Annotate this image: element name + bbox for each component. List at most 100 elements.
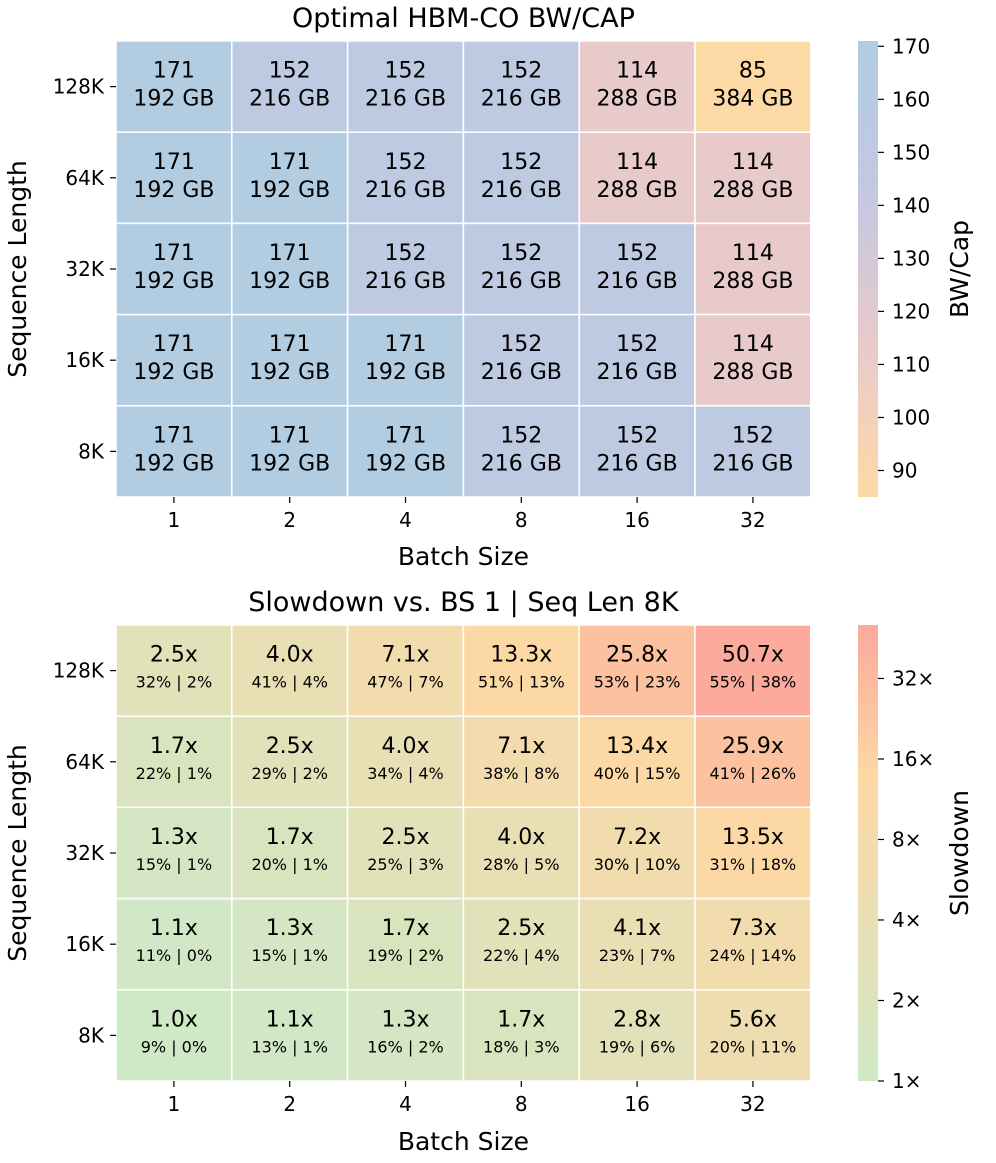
cell-value-label: 1.1x [266,1007,314,1032]
cell-value-label: 171 [153,59,195,84]
chart-title: Optimal HBM-CO BW/CAP [292,3,635,34]
heatmap-cell [462,989,580,1082]
heatmap-cell [578,313,696,407]
cell-secondary-label: 192 GB [365,451,446,476]
cell-value-label: 152 [500,59,542,84]
x-tick-label: 4 [399,508,412,532]
cell-value-label: 2.8x [613,1007,661,1032]
cell-secondary-label: 216 GB [365,87,446,112]
y-axis-label: Sequence Length [3,160,32,378]
cell-value-label: 152 [269,59,311,84]
cell-secondary-label: 20% | 1% [251,855,328,874]
heatmap-cell [694,405,812,498]
cell-value-label: 4.1x [613,916,661,941]
cell-value-label: 152 [616,241,658,266]
cell-value-label: 5.6x [729,1007,777,1032]
cell-value-label: 152 [385,241,427,266]
heatmap-cell [231,806,349,900]
cell-secondary-label: 216 GB [481,269,562,294]
cell-value-label: 152 [500,150,542,175]
cell-value-label: 2.5x [266,734,314,759]
cell-value-label: 50.7x [722,643,784,668]
heatmap-cell [694,806,812,900]
heatmap-cell [346,313,465,407]
cell-secondary-label: 288 GB [712,269,793,294]
cell-secondary-label: 15% | 1% [251,946,328,965]
cell-value-label: 1.0x [150,1007,198,1032]
heatmap-cell [231,40,349,133]
heatmap-cell [578,715,696,809]
cell-value-label: 171 [153,423,195,448]
cell-value-label: 25.9x [722,734,784,759]
cell-value-label: 114 [732,241,774,266]
heatmap-cell [694,897,812,991]
heatmap-cell [346,806,465,900]
cell-value-label: 152 [385,59,427,84]
colorbar-tick-label: 1× [892,1069,921,1093]
cell-secondary-label: 41% | 26% [710,764,797,783]
cell-value-label: 4.0x [266,643,314,668]
cell-value-label: 1.1x [150,916,198,941]
x-axis-label: Batch Size [398,1127,529,1156]
cell-secondary-label: 34% | 4% [367,764,444,783]
heatmap-cell [231,131,349,225]
cell-secondary-label: 192 GB [133,360,214,385]
cell-value-label: 13.3x [490,643,552,668]
heatmap-cell [462,806,580,900]
cell-secondary-label: 47% | 7% [367,673,444,692]
cell-secondary-label: 15% | 1% [136,855,213,874]
y-tick-label: 16K [65,348,104,372]
cell-secondary-label: 55% | 38% [710,673,797,692]
y-tick-label: 64K [65,750,104,774]
colorbar-tick-label: 4× [892,908,921,932]
heatmap-cell [346,897,465,991]
y-tick-label: 8K [78,439,105,463]
x-tick-label: 2 [283,1092,296,1116]
heatmap-cell [462,313,580,407]
cell-value-label: 1.7x [150,734,198,759]
cell-secondary-label: 30% | 10% [594,855,681,874]
y-tick-label: 32K [65,841,104,865]
x-tick-label: 32 [740,508,765,532]
heatmap-cell [231,715,349,809]
colorbar-tick-label: 110 [892,352,930,376]
cell-value-label: 171 [269,423,311,448]
cell-secondary-label: 384 GB [712,87,793,112]
cell-secondary-label: 192 GB [133,269,214,294]
cell-value-label: 7.1x [381,643,429,668]
colorbar-tick-label: 100 [892,405,930,429]
cell-secondary-label: 28% | 5% [483,855,560,874]
heatmap-cell [231,989,349,1082]
cell-secondary-label: 9% | 0% [141,1037,207,1056]
cell-secondary-label: 288 GB [597,178,678,203]
cell-value-label: 7.2x [613,825,661,850]
heatmap-cell [346,405,465,498]
heatmap-cell [578,405,696,498]
cell-value-label: 1.7x [497,1007,545,1032]
heatmap-cell [462,405,580,498]
colorbar [858,625,878,1081]
cell-value-label: 4.0x [381,734,429,759]
heatmap-cell [462,897,580,991]
cell-value-label: 25.8x [606,643,668,668]
heatmap-cell [346,989,465,1082]
cell-value-label: 2.5x [497,916,545,941]
cell-secondary-label: 22% | 4% [483,946,560,965]
heatmap-cell [462,715,580,809]
cell-secondary-label: 11% | 0% [136,946,213,965]
cell-value-label: 13.5x [722,825,784,850]
cell-secondary-label: 216 GB [249,87,330,112]
cell-value-label: 171 [153,332,195,357]
cell-secondary-label: 288 GB [597,87,678,112]
cell-secondary-label: 41% | 4% [251,673,328,692]
heatmap-cell [346,40,465,133]
cell-secondary-label: 20% | 11% [710,1037,797,1056]
cell-secondary-label: 29% | 2% [251,764,328,783]
cell-value-label: 13.4x [606,734,668,759]
cell-value-label: 114 [732,332,774,357]
heatmap-cell [231,897,349,991]
heatmap-cell [462,222,580,316]
heatmap-cell [578,222,696,316]
cell-value-label: 85 [739,59,767,84]
cell-value-label: 171 [269,241,311,266]
